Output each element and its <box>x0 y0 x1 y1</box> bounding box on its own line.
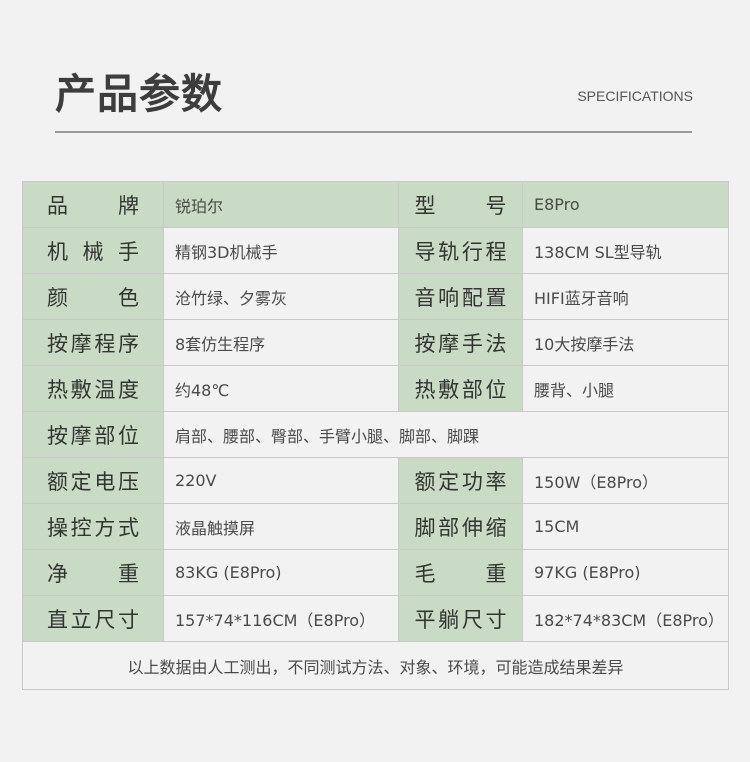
spec-value: 97KG (E8Pro) <box>522 549 729 596</box>
spec-label: 平躺尺寸 <box>398 595 523 642</box>
spec-label-text: 额定功率 <box>414 469 507 494</box>
footnote: 以上数据由人工测出，不同测试方法、对象、环境，可能造成结果差异 <box>22 641 729 690</box>
spec-row: 机械手 精钢3D机械手 导轨行程 138CM SL型导轨 <box>22 227 729 274</box>
spec-label-text: 直立尺寸 <box>47 607 139 632</box>
spec-label-text: 额定电压 <box>47 469 139 494</box>
spec-row: 操控方式 液晶触摸屏 脚部伸缩 15CM <box>22 503 729 550</box>
spec-label-text: 导轨行程 <box>414 239 507 264</box>
spec-label: 热敷温度 <box>22 365 164 412</box>
spec-value: 10大按摩手法 <box>522 319 729 366</box>
spec-label: 音响配置 <box>398 273 523 320</box>
spec-row: 热敷温度 约48℃ 热敷部位 腰背、小腿 <box>22 365 729 412</box>
spec-value: 精钢3D机械手 <box>163 227 399 274</box>
spec-label-text: 机械手 <box>47 239 139 264</box>
spec-row: 直立尺寸 157*74*116CM（E8Pro） 平躺尺寸 182*74*83CM（E… <box>22 595 729 642</box>
spec-value: 8套仿生程序 <box>163 319 399 366</box>
spec-label-text: 型号 <box>414 193 507 218</box>
spec-label: 操控方式 <box>22 503 164 550</box>
spec-label: 导轨行程 <box>398 227 523 274</box>
spec-row: 额定电压 220V 额定功率 150W（E8Pro） <box>22 457 729 504</box>
spec-label: 直立尺寸 <box>22 595 164 642</box>
spec-value: 83KG (E8Pro) <box>163 549 399 596</box>
spec-label-text: 热敷部位 <box>414 377 507 402</box>
spec-table: 品牌 锐珀尔 型号 E8Pro 机械手 精钢3D机械手 导轨行程 138CM SL型导轨 颜色沧… <box>22 181 729 690</box>
spec-label-text: 净重 <box>47 561 139 586</box>
spec-value: 锐珀尔 <box>163 181 399 228</box>
spec-label-text: 平躺尺寸 <box>414 607 507 632</box>
spec-label: 额定电压 <box>22 457 164 504</box>
spec-value: HIFI蓝牙音响 <box>522 273 729 320</box>
spec-value: 沧竹绿、夕雾灰 <box>163 273 399 320</box>
footnote-row: 以上数据由人工测出，不同测试方法、对象、环境，可能造成结果差异 <box>22 641 729 690</box>
spec-label-text: 品牌 <box>47 193 139 218</box>
spec-row: 品牌 锐珀尔 型号 E8Pro <box>22 181 729 228</box>
spec-row: 颜色 沧竹绿、夕雾灰 音响配置 HIFI蓝牙音响 <box>22 273 729 320</box>
divider <box>55 131 692 133</box>
spec-label: 按摩程序 <box>22 319 164 366</box>
spec-row: 按摩部位 肩部、腰部、臀部、手臂小腿、脚部、脚踝 <box>22 411 729 458</box>
spec-label: 颜色 <box>22 273 164 320</box>
spec-label-text: 操控方式 <box>47 515 139 540</box>
spec-value: 138CM SL型导轨 <box>522 227 729 274</box>
spec-label-text: 毛重 <box>414 561 507 586</box>
spec-value: 157*74*116CM（E8Pro） <box>163 595 399 642</box>
spec-label: 热敷部位 <box>398 365 523 412</box>
spec-value: E8Pro <box>522 181 729 228</box>
spec-label: 按摩部位 <box>22 411 164 458</box>
spec-label: 脚部伸缩 <box>398 503 523 550</box>
spec-label-text: 脚部伸缩 <box>414 515 507 540</box>
spec-label: 净重 <box>22 549 164 596</box>
spec-label: 毛重 <box>398 549 523 596</box>
spec-value: 肩部、腰部、臀部、手臂小腿、脚部、脚踝 <box>163 411 729 458</box>
spec-value: 液晶触摸屏 <box>163 503 399 550</box>
spec-value: 150W（E8Pro） <box>522 457 729 504</box>
spec-row: 按摩程序 8套仿生程序 按摩手法 10大按摩手法 <box>22 319 729 366</box>
spec-label-text: 按摩部位 <box>47 423 139 448</box>
spec-value: 220V <box>163 457 399 504</box>
spec-label-text: 颜色 <box>47 285 139 310</box>
spec-value: 15CM <box>522 503 729 550</box>
spec-label-text: 热敷温度 <box>47 377 139 402</box>
spec-value: 约48℃ <box>163 365 399 412</box>
spec-label: 按摩手法 <box>398 319 523 366</box>
spec-label: 额定功率 <box>398 457 523 504</box>
spec-label-text: 按摩手法 <box>414 331 507 356</box>
spec-label: 品牌 <box>22 181 164 228</box>
spec-label-text: 按摩程序 <box>47 331 139 356</box>
spec-row: 净重 83KG (E8Pro) 毛重 97KG (E8Pro) <box>22 549 729 596</box>
spec-value: 腰背、小腿 <box>522 365 729 412</box>
spec-label-text: 音响配置 <box>414 285 507 310</box>
page-subtitle: SPECIFICATIONS <box>577 88 693 104</box>
spec-label: 型号 <box>398 181 523 228</box>
page-title: 产品参数 <box>55 70 223 118</box>
spec-value: 182*74*83CM（E8Pro） <box>522 595 729 642</box>
spec-label: 机械手 <box>22 227 164 274</box>
